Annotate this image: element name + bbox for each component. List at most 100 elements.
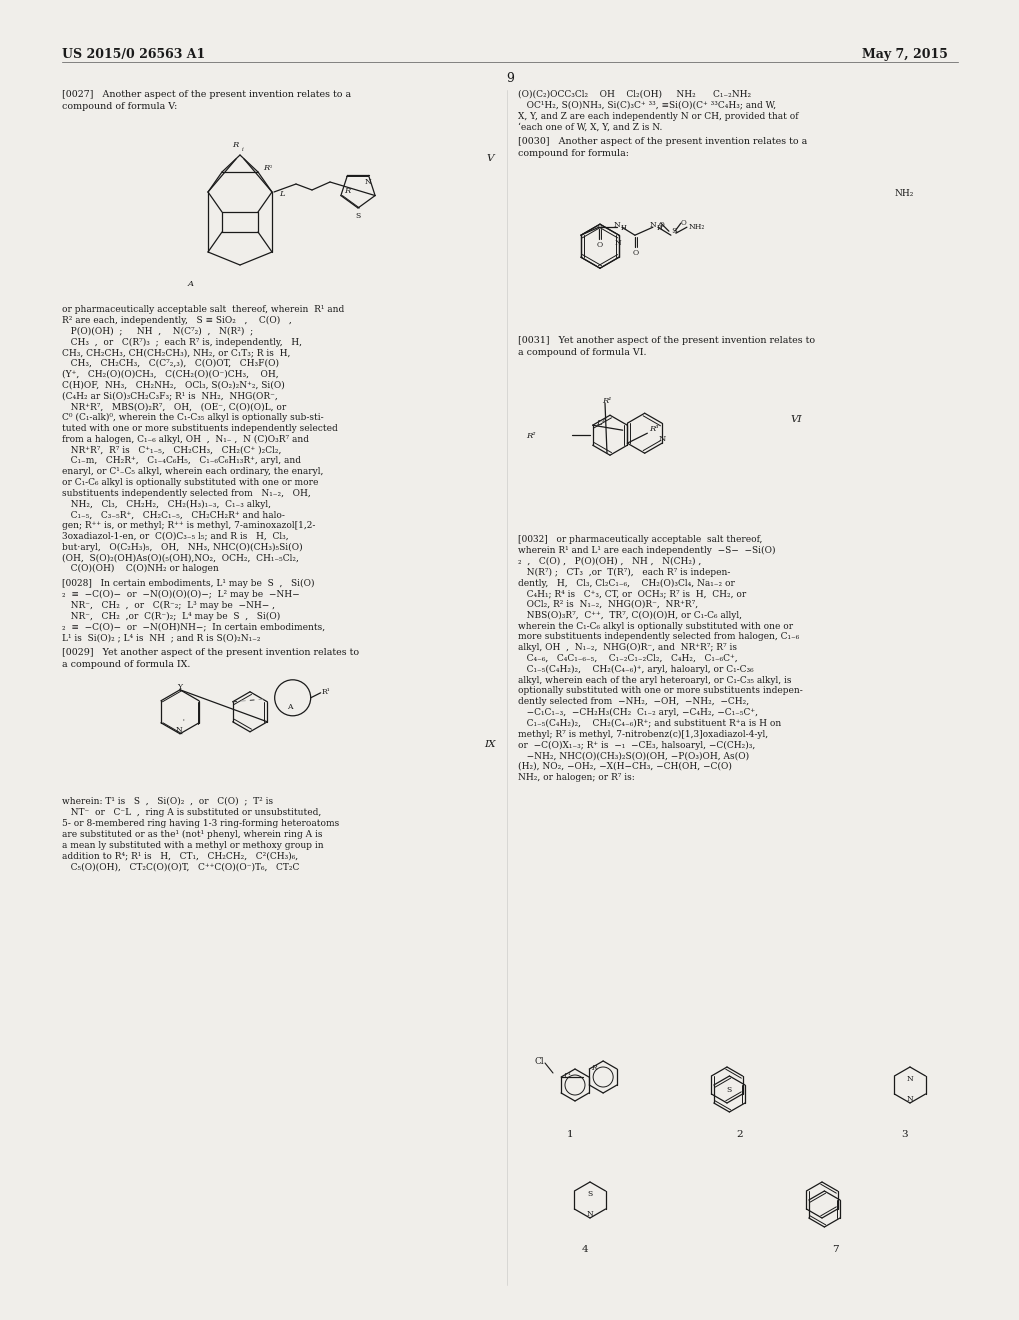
- Text: CH₃, CH₂CH₃, CH(CH₂CH₃), NH₂, or C₁T₃; R is  H,: CH₃, CH₂CH₃, CH(CH₂CH₃), NH₂, or C₁T₃; R…: [62, 348, 290, 358]
- Text: H: H: [656, 224, 662, 232]
- Text: OC¹H₂, S(O)NH₃, Si(C)₃C⁺ ³³, ≡Si(O)(C⁺ ³³C₄H₃; and W,: OC¹H₂, S(O)NH₃, Si(C)₃C⁺ ³³, ≡Si(O)(C⁺ ³…: [518, 100, 775, 110]
- Text: N(R⁷) ;   CT₃  ,or  T(R⁷),   each R⁷ is indepen-: N(R⁷) ; CT₃ ,or T(R⁷), each R⁷ is indepe…: [518, 568, 730, 577]
- Text: NR⁺R⁷,   MBS(O)₂R⁷,   OH,   (OE⁻, C(O)(O)L, or: NR⁺R⁷, MBS(O)₂R⁷, OH, (OE⁻, C(O)(O)L, or: [62, 403, 286, 412]
- Text: R¹: R¹: [321, 688, 330, 696]
- Text: V: V: [486, 154, 493, 162]
- Text: ₂  ,   C(O) ,   P(O)(OH) ,   NH ,   N(CH₂) ,: ₂ , C(O) , P(O)(OH) , NH , N(CH₂) ,: [518, 557, 701, 566]
- Text: compound of formula V:: compound of formula V:: [62, 102, 177, 111]
- Text: C₁₋₅,   C₃₋₅R⁺,   CH₂C₁₋₅,   CH₂CH₂R⁺ and halo-: C₁₋₅, C₃₋₅R⁺, CH₂C₁₋₅, CH₂CH₂R⁺ and halo…: [62, 511, 284, 519]
- Text: CH₃  ,  or   C(R⁷)₃  ;  each R⁷ is, independently,   H,: CH₃ , or C(R⁷)₃ ; each R⁷ is, independen…: [62, 338, 302, 347]
- Text: (H₂), NO₂, −OH₂, −X(H−CH₃, −CH(OH, −C(O): (H₂), NO₂, −OH₂, −X(H−CH₃, −CH(OH, −C(O): [518, 762, 732, 771]
- Text: N: N: [906, 1074, 913, 1082]
- Text: US 2015/0 26563 A1: US 2015/0 26563 A1: [62, 48, 205, 61]
- Text: 3: 3: [901, 1130, 908, 1139]
- Text: L¹: L¹: [562, 1072, 571, 1080]
- Text: May 7, 2015: May 7, 2015: [861, 48, 947, 61]
- Text: or C₁-C₆ alkyl is optionally substituted with one or more: or C₁-C₆ alkyl is optionally substituted…: [62, 478, 318, 487]
- Text: O: O: [681, 219, 686, 227]
- Text: are substituted or as the¹ (not¹ phenyl, wherein ring A is: are substituted or as the¹ (not¹ phenyl,…: [62, 830, 322, 840]
- Text: OCl₂, R² is  N₁₋₂,  NHG(O)R⁻,  NR⁺R⁷,: OCl₂, R² is N₁₋₂, NHG(O)R⁻, NR⁺R⁷,: [518, 601, 697, 609]
- Text: S: S: [671, 227, 676, 235]
- Text: R: R: [591, 1064, 596, 1072]
- Text: NR⁺R⁷,  R⁷ is   C⁺₁₋₅,   CH₂CH₃,   CH₂(C⁺ )₂Cl₂,: NR⁺R⁷, R⁷ is C⁺₁₋₅, CH₂CH₃, CH₂(C⁺ )₂Cl₂…: [62, 445, 281, 454]
- Text: 5- or 8-membered ring having 1-3 ring-forming heteroatoms: 5- or 8-membered ring having 1-3 ring-fo…: [62, 818, 339, 828]
- Text: A: A: [187, 280, 194, 288]
- Text: [0032]   or pharmaceutically acceptable  salt thereof,: [0032] or pharmaceutically acceptable sa…: [518, 535, 761, 544]
- Text: R² are each, independently,   S ≡ SiO₂   ,    C(O)   ,: R² are each, independently, S ≡ SiO₂ , C…: [62, 315, 291, 325]
- Text: addition to R⁴; R¹ is   H,   CT₁,   CH₂CH₂,   C²(CH₃)₆,: addition to R⁴; R¹ is H, CT₁, CH₂CH₂, C²…: [62, 851, 298, 861]
- Text: 3oxadiazol-1-en, or  C(O)C₃₋₅ l₅; and R is   H,  Cl₃,: 3oxadiazol-1-en, or C(O)C₃₋₅ l₅; and R i…: [62, 532, 288, 541]
- Text: C₁₋₅(C₄H₂)₂,    CH₂(C₄₋₆)R⁺; and substituent R⁺a is H on: C₁₋₅(C₄H₂)₂, CH₂(C₄₋₆)R⁺; and substituen…: [518, 719, 781, 727]
- Text: substituents independently selected from   N₁₋₂,   OH,: substituents independently selected from…: [62, 488, 311, 498]
- Text: [0028]   In certain embodiments, L¹ may be  S  ,   Si(O): [0028] In certain embodiments, L¹ may be…: [62, 579, 314, 589]
- Text: NH₂: NH₂: [894, 189, 913, 198]
- Text: R¹: R¹: [601, 397, 611, 405]
- Text: [0031]   Yet another aspect of the present invention relates to: [0031] Yet another aspect of the present…: [518, 337, 814, 346]
- Text: L³: L³: [595, 420, 604, 428]
- Text: O: O: [632, 249, 638, 257]
- Text: H: H: [621, 224, 627, 232]
- Text: tuted with one or more substituents independently selected: tuted with one or more substituents inde…: [62, 424, 337, 433]
- Text: −NH₂, NHC(O)(CH₃)₂S(O)(OH, −P(O₃)OH, As(O): −NH₂, NHC(O)(CH₃)₂S(O)(OH, −P(O₃)OH, As(…: [518, 751, 748, 760]
- Text: NH₂: NH₂: [688, 223, 704, 231]
- Text: R: R: [231, 141, 238, 149]
- Text: S: S: [586, 1191, 592, 1199]
- Text: NR⁻,   CH₂  ,or  C(R⁻)₂;  L⁴ may be  S  ,   Si(O): NR⁻, CH₂ ,or C(R⁻)₂; L⁴ may be S , Si(O): [62, 611, 280, 620]
- Text: A: A: [286, 702, 292, 710]
- Text: C₁₋₅(C₄H₂)₂,    CH₂(C₄₋₆)⁺, aryl, haloaryl, or C₁-C₃₆: C₁₋₅(C₄H₂)₂, CH₂(C₄₋₆)⁺, aryl, haloaryl,…: [518, 665, 753, 675]
- Text: NH₂, or halogen; or R⁷ is:: NH₂, or halogen; or R⁷ is:: [518, 772, 634, 781]
- Text: a compound of formula IX.: a compound of formula IX.: [62, 660, 191, 669]
- Text: (O)(C₂)OCC₃Cl₂    OH    Cl₂(OH)     NH₂      C₁₋₂NH₂: (O)(C₂)OCC₃Cl₂ OH Cl₂(OH) NH₂ C₁₋₂NH₂: [518, 90, 750, 99]
- Text: S: S: [355, 213, 360, 220]
- Text: C₁₋m,   CH₂R⁺,   C₁₋₄C₆H₅,   C₁₋₆C₆H₁₃R⁺, aryl, and: C₁₋m, CH₂R⁺, C₁₋₄C₆H₅, C₁₋₆C₆H₁₃R⁺, aryl…: [62, 457, 301, 465]
- Text: 1: 1: [567, 1130, 573, 1139]
- Text: R²: R²: [526, 432, 535, 440]
- Text: O: O: [596, 242, 602, 249]
- Text: C₄H₁; R⁴ is   C⁺₃, CT, or  OCH₃; R⁷ is  H,  CH₂, or: C₄H₁; R⁴ is C⁺₃, CT, or OCH₃; R⁷ is H, C…: [518, 589, 746, 598]
- Text: or pharmaceutically acceptable salt  thereof, wherein  R¹ and: or pharmaceutically acceptable salt ther…: [62, 305, 344, 314]
- Text: X, Y, and Z are each independently N or CH, provided that of: X, Y, and Z are each independently N or …: [518, 112, 798, 120]
- Text: N: N: [614, 239, 622, 247]
- Text: NH₂,   Cl₃,   CH₂H₂,   CH₂(H₃)₁₋₃,  C₁₋₃ alkyl,: NH₂, Cl₃, CH₂H₂, CH₂(H₃)₁₋₃, C₁₋₃ alkyl,: [62, 499, 271, 508]
- Text: IX: IX: [484, 739, 495, 748]
- Text: N: N: [176, 726, 182, 734]
- Text: NT⁻  or   C⁻L  ,  ring A is substituted or unsubstituted,: NT⁻ or C⁻L , ring A is substituted or un…: [62, 808, 321, 817]
- Text: N: N: [658, 436, 665, 444]
- Text: dently,   H,   Cl₃, Cl₂C₁₋₆,    CH₂(O)₃Cl₄, Na₁₋₂ or: dently, H, Cl₃, Cl₂C₁₋₆, CH₂(O)₃Cl₄, Na₁…: [518, 578, 734, 587]
- Text: O: O: [658, 222, 664, 230]
- Text: S: S: [726, 1086, 731, 1094]
- Text: N: N: [613, 222, 620, 230]
- Text: L¹ is  Si(O)₂ ; L⁴ is  NH  ; and R is S(O)₂N₁₋₂: L¹ is Si(O)₂ ; L⁴ is NH ; and R is S(O)₂…: [62, 634, 260, 642]
- Text: a mean ly substituted with a methyl or methoxy group in: a mean ly substituted with a methyl or m…: [62, 841, 323, 850]
- Text: (OH,  S(O)₂(OH)As(O)(₅(OH),NO₂,  OCH₂,  CH₁₋₅Cl₂,: (OH, S(O)₂(OH)As(O)(₅(OH),NO₂, OCH₂, CH₁…: [62, 553, 299, 562]
- Text: enaryl, or C¹₋C₅ alkyl, wherein each ordinary, the enaryl,: enaryl, or C¹₋C₅ alkyl, wherein each ord…: [62, 467, 323, 477]
- Text: P(O)(OH)  ;     NH  ,    N(C⁷₂)  ,   N(R²)  ;: P(O)(OH) ; NH , N(C⁷₂) , N(R²) ;: [62, 326, 253, 335]
- Text: wherein R¹ and L¹ are each independently  −S−  −Si(O): wherein R¹ and L¹ are each independently…: [518, 546, 774, 556]
- Text: 7: 7: [830, 1245, 838, 1254]
- Text: R: R: [344, 187, 351, 195]
- Text: optionally substituted with one or more substituents indepen-: optionally substituted with one or more …: [518, 686, 802, 696]
- Text: ': ': [181, 718, 183, 726]
- Text: methyl; R⁷ is methyl, 7-nitrobenz(c)[1,3]oxadiazol-4-yl,: methyl; R⁷ is methyl, 7-nitrobenz(c)[1,3…: [518, 730, 767, 739]
- Text: [0029]   Yet another aspect of the present invention relates to: [0029] Yet another aspect of the present…: [62, 648, 359, 657]
- Text: −C₁C₁₋₃,  −CH₂H₃(CH₂  C₁₋₂ aryl, −C₄H₂, −C₁₋₅C⁺,: −C₁C₁₋₃, −CH₂H₃(CH₂ C₁₋₂ aryl, −C₄H₂, −C…: [518, 708, 757, 717]
- Text: compound for formula:: compound for formula:: [518, 149, 629, 158]
- Text: from a halogen, C₁₋₆ alkyl, OH  ,  N₁₋ ,  N (C)O₃R⁷ and: from a halogen, C₁₋₆ alkyl, OH , N₁₋ , N…: [62, 434, 309, 444]
- Text: C⁰ (C₁-alk)⁰, wherein the C₁-C₃₅ alkyl is optionally sub-sti-: C⁰ (C₁-alk)⁰, wherein the C₁-C₃₅ alkyl i…: [62, 413, 323, 422]
- Text: but·aryl,   O(C₂H₃)₅,   OH,   NH₃, NHC(O)(CH₃)₅Si(O): but·aryl, O(C₂H₃)₅, OH, NH₃, NHC(O)(CH₃)…: [62, 543, 303, 552]
- Text: VI: VI: [790, 416, 801, 424]
- Text: N: N: [649, 222, 656, 230]
- Text: or  −C(O)X₁₋₃; R⁺ is  −₁  −CE₃, halsoaryl, −C(CH₂)₃,: or −C(O)X₁₋₃; R⁺ is −₁ −CE₃, halsoaryl, …: [518, 741, 754, 750]
- Text: ²: ²: [270, 166, 272, 172]
- Text: N: N: [586, 1210, 593, 1218]
- Text: dently selected from  −NH₂,  −OH,  −NH₂,  −CH₂,: dently selected from −NH₂, −OH, −NH₂, −C…: [518, 697, 748, 706]
- Text: R³: R³: [649, 425, 658, 433]
- Text: C₄₋₆,   C₄C₁₋₆₋₅,    C₁₋₂C₁₋₂Cl₂,   C₄H₂,   C₁₋₆C⁺,: C₄₋₆, C₄C₁₋₆₋₅, C₁₋₂C₁₋₂Cl₂, C₄H₂, C₁₋₆C…: [518, 653, 737, 663]
- Text: NBS(O)₃R⁷,  C⁺⁺,  TR⁷, C(O)(O)H, or C₁-C₆ allyl,: NBS(O)₃R⁷, C⁺⁺, TR⁷, C(O)(O)H, or C₁-C₆ …: [518, 611, 741, 620]
- Text: [0030]   Another aspect of the present invention relates to a: [0030] Another aspect of the present inv…: [518, 137, 806, 147]
- Text: N: N: [364, 178, 371, 186]
- Text: N: N: [906, 1096, 913, 1104]
- Text: Cl: Cl: [535, 1057, 544, 1067]
- Text: i: i: [242, 147, 244, 152]
- Text: Y: Y: [177, 682, 181, 690]
